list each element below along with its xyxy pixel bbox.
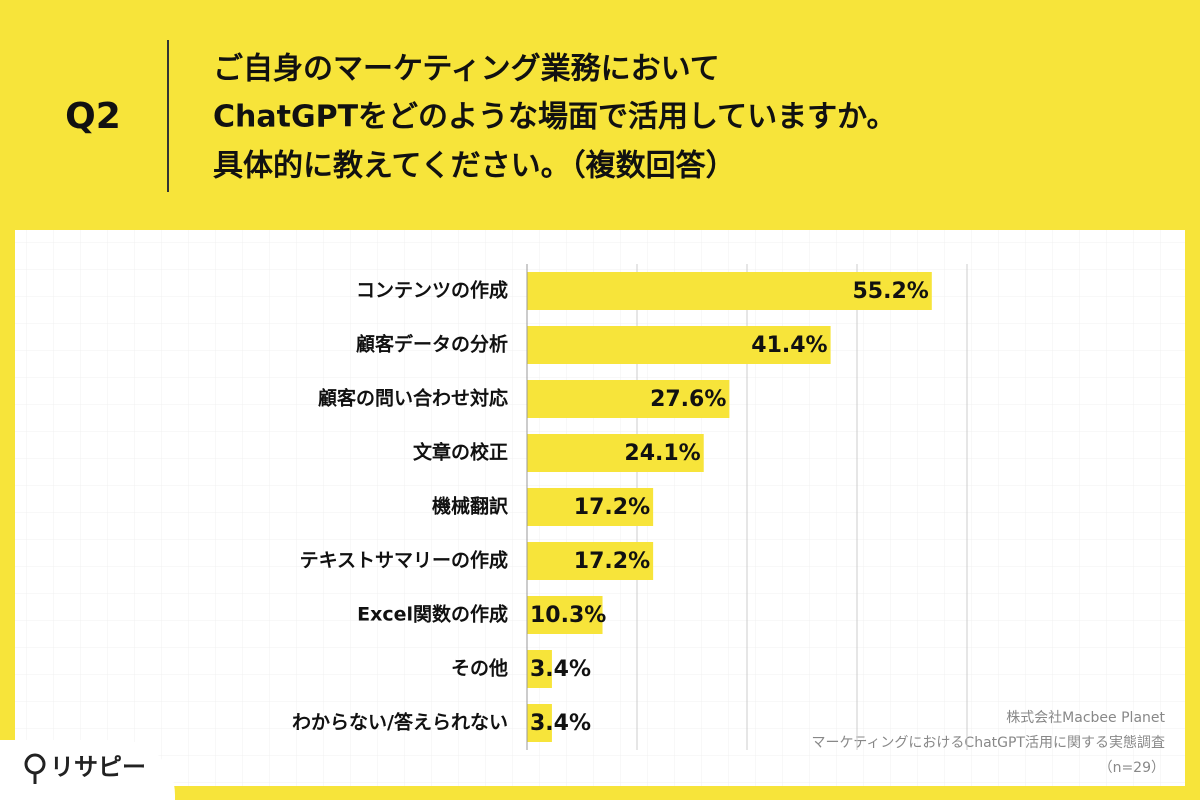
category-label: テキストサマリーの作成 — [300, 549, 508, 572]
bar — [527, 380, 730, 418]
value-label: 27.6% — [650, 387, 726, 412]
category-label: コンテンツの作成 — [356, 279, 508, 302]
bar — [527, 596, 603, 634]
bar — [527, 434, 704, 472]
category-label: 文章の校正 — [413, 441, 508, 464]
category-label: 顧客の問い合わせ対応 — [318, 387, 508, 410]
value-label: 3.4% — [530, 657, 591, 682]
logo-text: リサピー — [50, 753, 146, 781]
source: 株式会社Macbee Planet — [1006, 710, 1165, 726]
value-label: 41.4% — [751, 333, 827, 358]
question-label: Q2 — [65, 96, 121, 137]
title-line: ChatGPTをどのような場面で活用していますか。 — [213, 100, 897, 135]
value-label: 3.4% — [530, 711, 591, 736]
category-label: 顧客データの分析 — [356, 333, 508, 356]
category-label: わからない/答えられない — [292, 711, 508, 734]
bar — [527, 650, 552, 688]
value-label: 55.2% — [852, 279, 928, 304]
value-label: 17.2% — [574, 495, 650, 520]
bar — [527, 542, 654, 580]
title-line: ご自身のマーケティング業務において — [213, 52, 720, 87]
bar — [527, 704, 552, 742]
source: マーケティングにおけるChatGPT活用に関する実態調査 — [812, 735, 1165, 751]
bar — [527, 488, 654, 526]
logo-bg — [0, 740, 175, 800]
value-label: 24.1% — [624, 441, 700, 466]
bar — [527, 272, 932, 310]
value-label: 10.3% — [530, 603, 606, 628]
category-label: 機械翻訳 — [432, 495, 509, 518]
title-line: 具体的に教えてください。（複数回答） — [213, 149, 736, 184]
source: （n=29） — [1099, 760, 1165, 776]
value-label: 17.2% — [574, 549, 650, 574]
category-label: その他 — [451, 657, 508, 680]
category-label: Excel関数の作成 — [357, 603, 508, 626]
bar — [527, 326, 831, 364]
